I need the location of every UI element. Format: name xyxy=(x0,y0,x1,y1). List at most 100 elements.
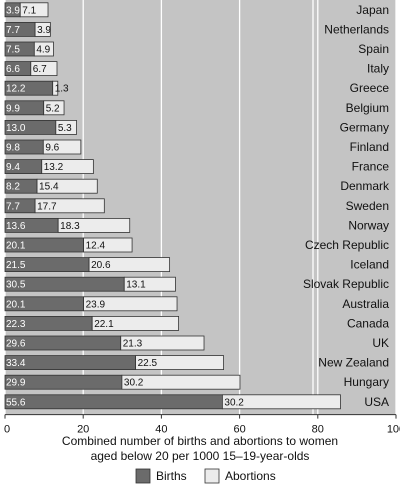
legend-swatch-births xyxy=(135,468,151,484)
bars: 3.9 7.17.7 3.97.5 4.96.6 6.712.2 1.39.9 5.213.… xyxy=(4,2,341,410)
category-label: New Zealand xyxy=(318,356,389,370)
births-value-label: 22.3 xyxy=(6,319,26,330)
births-value-label: 7.7 xyxy=(6,201,20,212)
bar-abortions xyxy=(83,296,178,312)
abortions-value-label: 1.3 xyxy=(55,84,69,95)
births-value-label: 7.7 xyxy=(6,25,20,36)
x-axis-ticks: 0 20 40 60 80 100 xyxy=(4,414,400,436)
bar-births xyxy=(4,394,223,410)
x-tick-label: 0 xyxy=(4,424,10,436)
bar-abortions xyxy=(57,217,131,233)
legend: Births Abortions xyxy=(135,468,276,484)
category-label: Australia xyxy=(342,297,389,311)
births-value-label: 9.8 xyxy=(6,143,20,154)
births-value-label: 7.5 xyxy=(6,45,20,56)
births-value-label: 3.9 xyxy=(6,5,20,16)
births-value-label: 29.9 xyxy=(6,378,26,389)
births-value-label: 33.4 xyxy=(6,358,26,369)
category-label: Iceland xyxy=(350,258,389,272)
category-label: Japan xyxy=(356,3,389,17)
category-label: Czech Republic xyxy=(305,238,389,252)
bar-abortions xyxy=(33,41,54,57)
bar-abortions xyxy=(41,159,94,175)
abortions-value-label: 21.3 xyxy=(123,339,143,350)
abortions-value-label: 3.9 xyxy=(37,25,51,36)
x-tick-label: 100 xyxy=(387,424,400,436)
abortions-value-label: 12.4 xyxy=(86,241,106,252)
x-tick-label: 40 xyxy=(155,424,167,436)
bar-abortions xyxy=(43,100,65,116)
bar-abortions xyxy=(121,374,241,390)
abortions-value-label: 13.2 xyxy=(44,162,64,173)
abortions-value-label: 9.6 xyxy=(45,143,59,154)
abortions-value-label: 30.2 xyxy=(124,378,144,389)
category-label: Hungary xyxy=(344,375,389,389)
bar-abortions xyxy=(55,120,77,135)
births-value-label: 30.5 xyxy=(6,280,26,291)
category-label: Canada xyxy=(347,316,389,330)
bar-abortions xyxy=(30,61,58,76)
bar-abortions xyxy=(88,257,171,273)
category-label: Italy xyxy=(367,62,389,76)
births-value-label: 12.2 xyxy=(6,84,26,95)
abortions-value-label: 23.9 xyxy=(86,299,106,310)
abortions-value-label: 17.7 xyxy=(37,201,57,212)
births-value-label: 6.6 xyxy=(6,64,20,75)
category-label: UK xyxy=(372,336,389,350)
births-value-label: 20.1 xyxy=(6,299,26,310)
bar-abortions xyxy=(34,198,105,214)
legend-label-births: Births xyxy=(156,469,187,483)
category-label: Denmark xyxy=(340,179,390,193)
births-value-label: 29.6 xyxy=(6,339,26,350)
legend-label-abortions: Abortions xyxy=(225,469,276,483)
births-value-label: 13.0 xyxy=(6,123,26,134)
category-label: Norway xyxy=(348,218,389,232)
abortions-value-label: 7.1 xyxy=(22,5,36,16)
births-value-label: 13.6 xyxy=(6,221,26,232)
category-label: Germany xyxy=(340,120,389,134)
x-tick-label: 60 xyxy=(233,424,245,436)
x-axis-title-line-1: Combined number of births and abortions … xyxy=(62,434,338,448)
births-value-label: 8.2 xyxy=(6,182,20,193)
bar-abortions xyxy=(19,2,49,18)
abortions-value-label: 30.2 xyxy=(224,397,244,408)
category-label: Slovak Republic xyxy=(303,277,389,291)
abortions-value-label: 5.3 xyxy=(58,123,72,134)
bar-abortions xyxy=(34,21,51,37)
abortions-value-label: 15.4 xyxy=(39,182,59,193)
births-value-label: 55.6 xyxy=(6,397,26,408)
x-tick-label: 80 xyxy=(312,424,324,436)
bar-abortions xyxy=(221,394,341,410)
abortions-value-label: 18.3 xyxy=(60,221,80,232)
abortions-value-label: 6.7 xyxy=(33,64,47,75)
bar-abortions xyxy=(135,355,224,371)
category-label: USA xyxy=(364,395,389,409)
category-label: Spain xyxy=(358,42,389,56)
births-value-label: 9.4 xyxy=(6,162,20,173)
abortions-value-label: 5.2 xyxy=(46,103,60,114)
legend-swatch-abortions xyxy=(204,468,220,484)
bar-abortions xyxy=(42,139,82,155)
bar-abortions xyxy=(123,276,176,292)
abortions-value-label: 20.6 xyxy=(91,260,111,271)
abortions-value-label: 13.1 xyxy=(126,280,146,291)
bar-abortions xyxy=(52,80,59,96)
births-value-label: 20.1 xyxy=(6,241,26,252)
bar-abortions xyxy=(91,315,180,331)
category-labels: Japan Netherlands Spain Italy Greece Belgium G… xyxy=(303,3,390,409)
abortions-value-label: 4.9 xyxy=(36,45,50,56)
category-label: Netherlands xyxy=(324,22,389,36)
abortions-value-label: 22.1 xyxy=(94,319,114,330)
births-value-label: 21.5 xyxy=(6,260,26,271)
category-label: France xyxy=(352,160,390,174)
x-axis-title-line-2: aged below 20 per 1000 15–19-year-olds xyxy=(91,449,310,463)
x-tick-label: 20 xyxy=(77,424,89,436)
category-label: Finland xyxy=(350,140,389,154)
abortions-value-label: 22.5 xyxy=(138,358,158,369)
bar-abortions xyxy=(83,237,133,253)
category-label: Belgium xyxy=(346,101,389,115)
bar-abortions xyxy=(36,178,98,194)
category-label: Sweden xyxy=(346,199,389,213)
births-value-label: 9.9 xyxy=(6,103,20,114)
